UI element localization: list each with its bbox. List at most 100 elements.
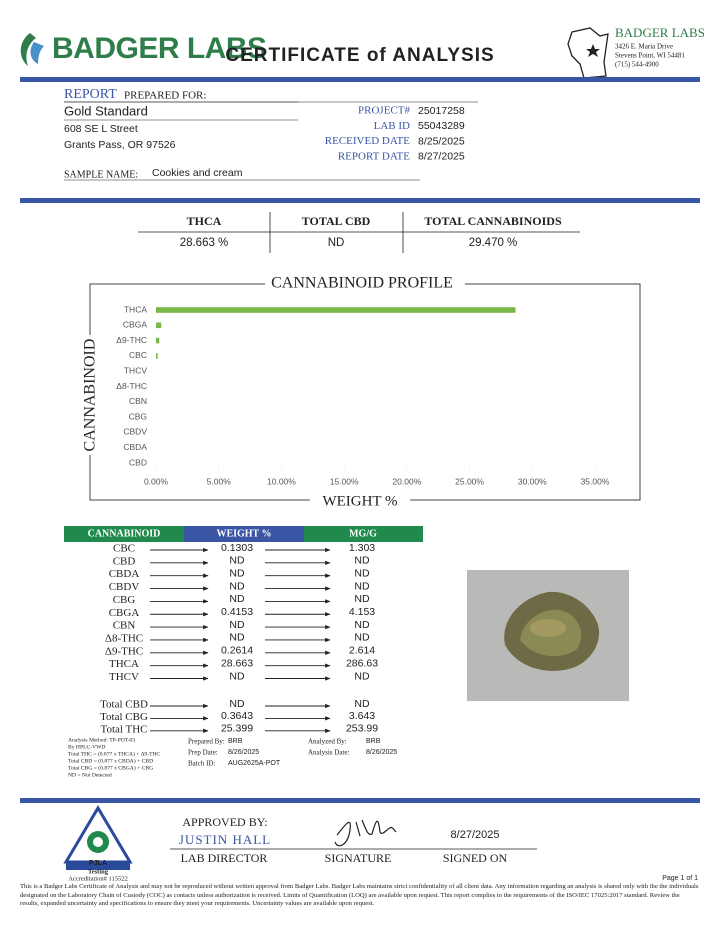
star: [586, 44, 600, 57]
y-tick-label: CBC: [129, 350, 147, 360]
field-value: 55043289: [418, 120, 465, 132]
title-bg: [265, 276, 465, 292]
y-tick-label: Δ9-THC: [116, 335, 147, 345]
client-name: Gold Standard: [64, 103, 148, 118]
row-name: CBGA: [109, 607, 140, 619]
x-tick-label: 35.00%: [581, 476, 610, 486]
row-name: Total CBG: [100, 711, 148, 723]
address-line: (715) 544-4900: [615, 61, 659, 69]
state-icon: [567, 27, 609, 79]
header-cell: [184, 526, 304, 542]
row-weight: 0.3643: [221, 710, 253, 722]
note: Total THC = (0.877 x THCA) + Δ9-THC: [68, 750, 161, 757]
y-tick-label: THCA: [124, 304, 147, 314]
row-name: Δ9-THC: [105, 645, 143, 657]
header-cell: [64, 526, 184, 542]
row-name: THCA: [109, 658, 139, 670]
row-mgg: ND: [354, 619, 370, 631]
bar: [156, 307, 516, 313]
row-mgg: 3.643: [349, 710, 375, 722]
row-weight: 0.2614: [221, 645, 253, 657]
row-weight: 25.399: [221, 723, 253, 735]
row-name: CBD: [113, 555, 136, 567]
x-tick-label: 0.00%: [144, 476, 169, 486]
analysis-label: Analysis Date:: [308, 749, 349, 757]
field-label: LAB ID: [374, 120, 410, 132]
row-weight: 28.663: [221, 657, 253, 669]
x-tick-label: 25.00%: [455, 476, 484, 486]
row-weight: ND: [229, 567, 245, 579]
sample-label: SAMPLE NAME:: [64, 169, 138, 180]
pjla-type: Testing: [88, 868, 109, 875]
signed-on: SIGNED ON: [443, 851, 508, 865]
address-line: Stevens Point, WI 54481: [615, 52, 685, 60]
field-value: 8/25/2025: [418, 135, 465, 147]
field-label: PROJECT#: [358, 105, 410, 117]
row-name: Total THC: [101, 723, 148, 735]
table-header: MG/G: [349, 528, 377, 539]
y-tick-label: CBD: [129, 457, 147, 467]
bar: [156, 353, 158, 359]
row-mgg: 253.99: [346, 723, 378, 735]
note: By HPLC-VWD: [68, 744, 105, 750]
y-axis-label: CANNABINOID: [82, 339, 99, 452]
bar: [156, 337, 160, 344]
prep-value: 8/26/2025: [228, 749, 259, 756]
chart-frame: [89, 283, 641, 501]
note: ND = Not Detected: [68, 772, 112, 778]
label-bg: [84, 335, 98, 455]
summary-header: TOTAL CANNABINOIDS: [424, 214, 562, 228]
table-header: CANNABINOID: [88, 528, 161, 539]
note: Total CBG = (0.877 x CBGA) + CBG: [68, 764, 153, 771]
row-mgg: 2.614: [349, 645, 375, 657]
row-mgg: ND: [354, 698, 370, 710]
x-tick-label: 20.00%: [392, 476, 421, 486]
row-weight: ND: [229, 670, 245, 682]
chart-title: CANNABINOID PROFILE: [271, 275, 453, 292]
field-value: 8/27/2025: [418, 151, 465, 163]
prep-label: Prep Date:: [188, 749, 218, 757]
note: Total CBD = (0.877 x CBDA) + CBD: [68, 757, 153, 764]
field-label: REPORT DATE: [338, 150, 410, 162]
row-weight: ND: [229, 580, 245, 592]
pjla-logo: [63, 805, 133, 870]
row-weight: 0.1303: [221, 542, 253, 554]
signature: [334, 819, 397, 847]
signed-date: 8/27/2025: [451, 829, 500, 841]
analysis-value: BRB: [366, 738, 381, 745]
row-mgg: ND: [354, 670, 370, 682]
row-mgg: ND: [354, 567, 370, 579]
divider: [20, 77, 700, 82]
table-header: WEIGHT %: [216, 528, 271, 539]
prepared-for: PREPARED FOR:: [124, 90, 206, 102]
analysis-value: 8/26/2025: [366, 749, 397, 756]
y-tick-label: Δ8-THC: [116, 381, 147, 391]
field-label: RECEIVED DATE: [325, 135, 411, 147]
prep-label: Prepared By:: [188, 738, 225, 746]
pjla-name: PJLA: [89, 860, 107, 867]
approver-name: JUSTIN HALL: [179, 832, 271, 847]
y-tick-label: CBGA: [123, 320, 147, 330]
x-tick-label: 30.00%: [518, 476, 547, 486]
divider: [20, 198, 700, 203]
prep-value: AUG2625A-POT: [228, 760, 281, 767]
summary-header: TOTAL CBD: [302, 214, 371, 228]
row-name: CBN: [113, 620, 136, 632]
row-name: CBG: [113, 594, 136, 606]
disclaimer: This is a Badger Labs Certificate of Ana…: [20, 883, 699, 908]
y-tick-label: CBDV: [123, 427, 147, 437]
row-mgg: ND: [354, 593, 370, 605]
lab-name: BADGER LABS: [615, 25, 705, 40]
row-weight: 0.4153: [221, 606, 253, 618]
approved-by: APPROVED BY:: [182, 815, 267, 829]
row-name: CBDA: [109, 568, 140, 580]
client-street: 608 SE L Street: [64, 123, 138, 135]
row-name: THCV: [109, 671, 139, 683]
y-tick-label: CBDA: [123, 442, 147, 452]
approver-role: LAB DIRECTOR: [181, 851, 268, 865]
page-number: Page 1 of 1: [662, 875, 698, 882]
doc-title: CERTIFICATE of ANALYSIS: [225, 45, 494, 66]
bar: [156, 322, 162, 329]
